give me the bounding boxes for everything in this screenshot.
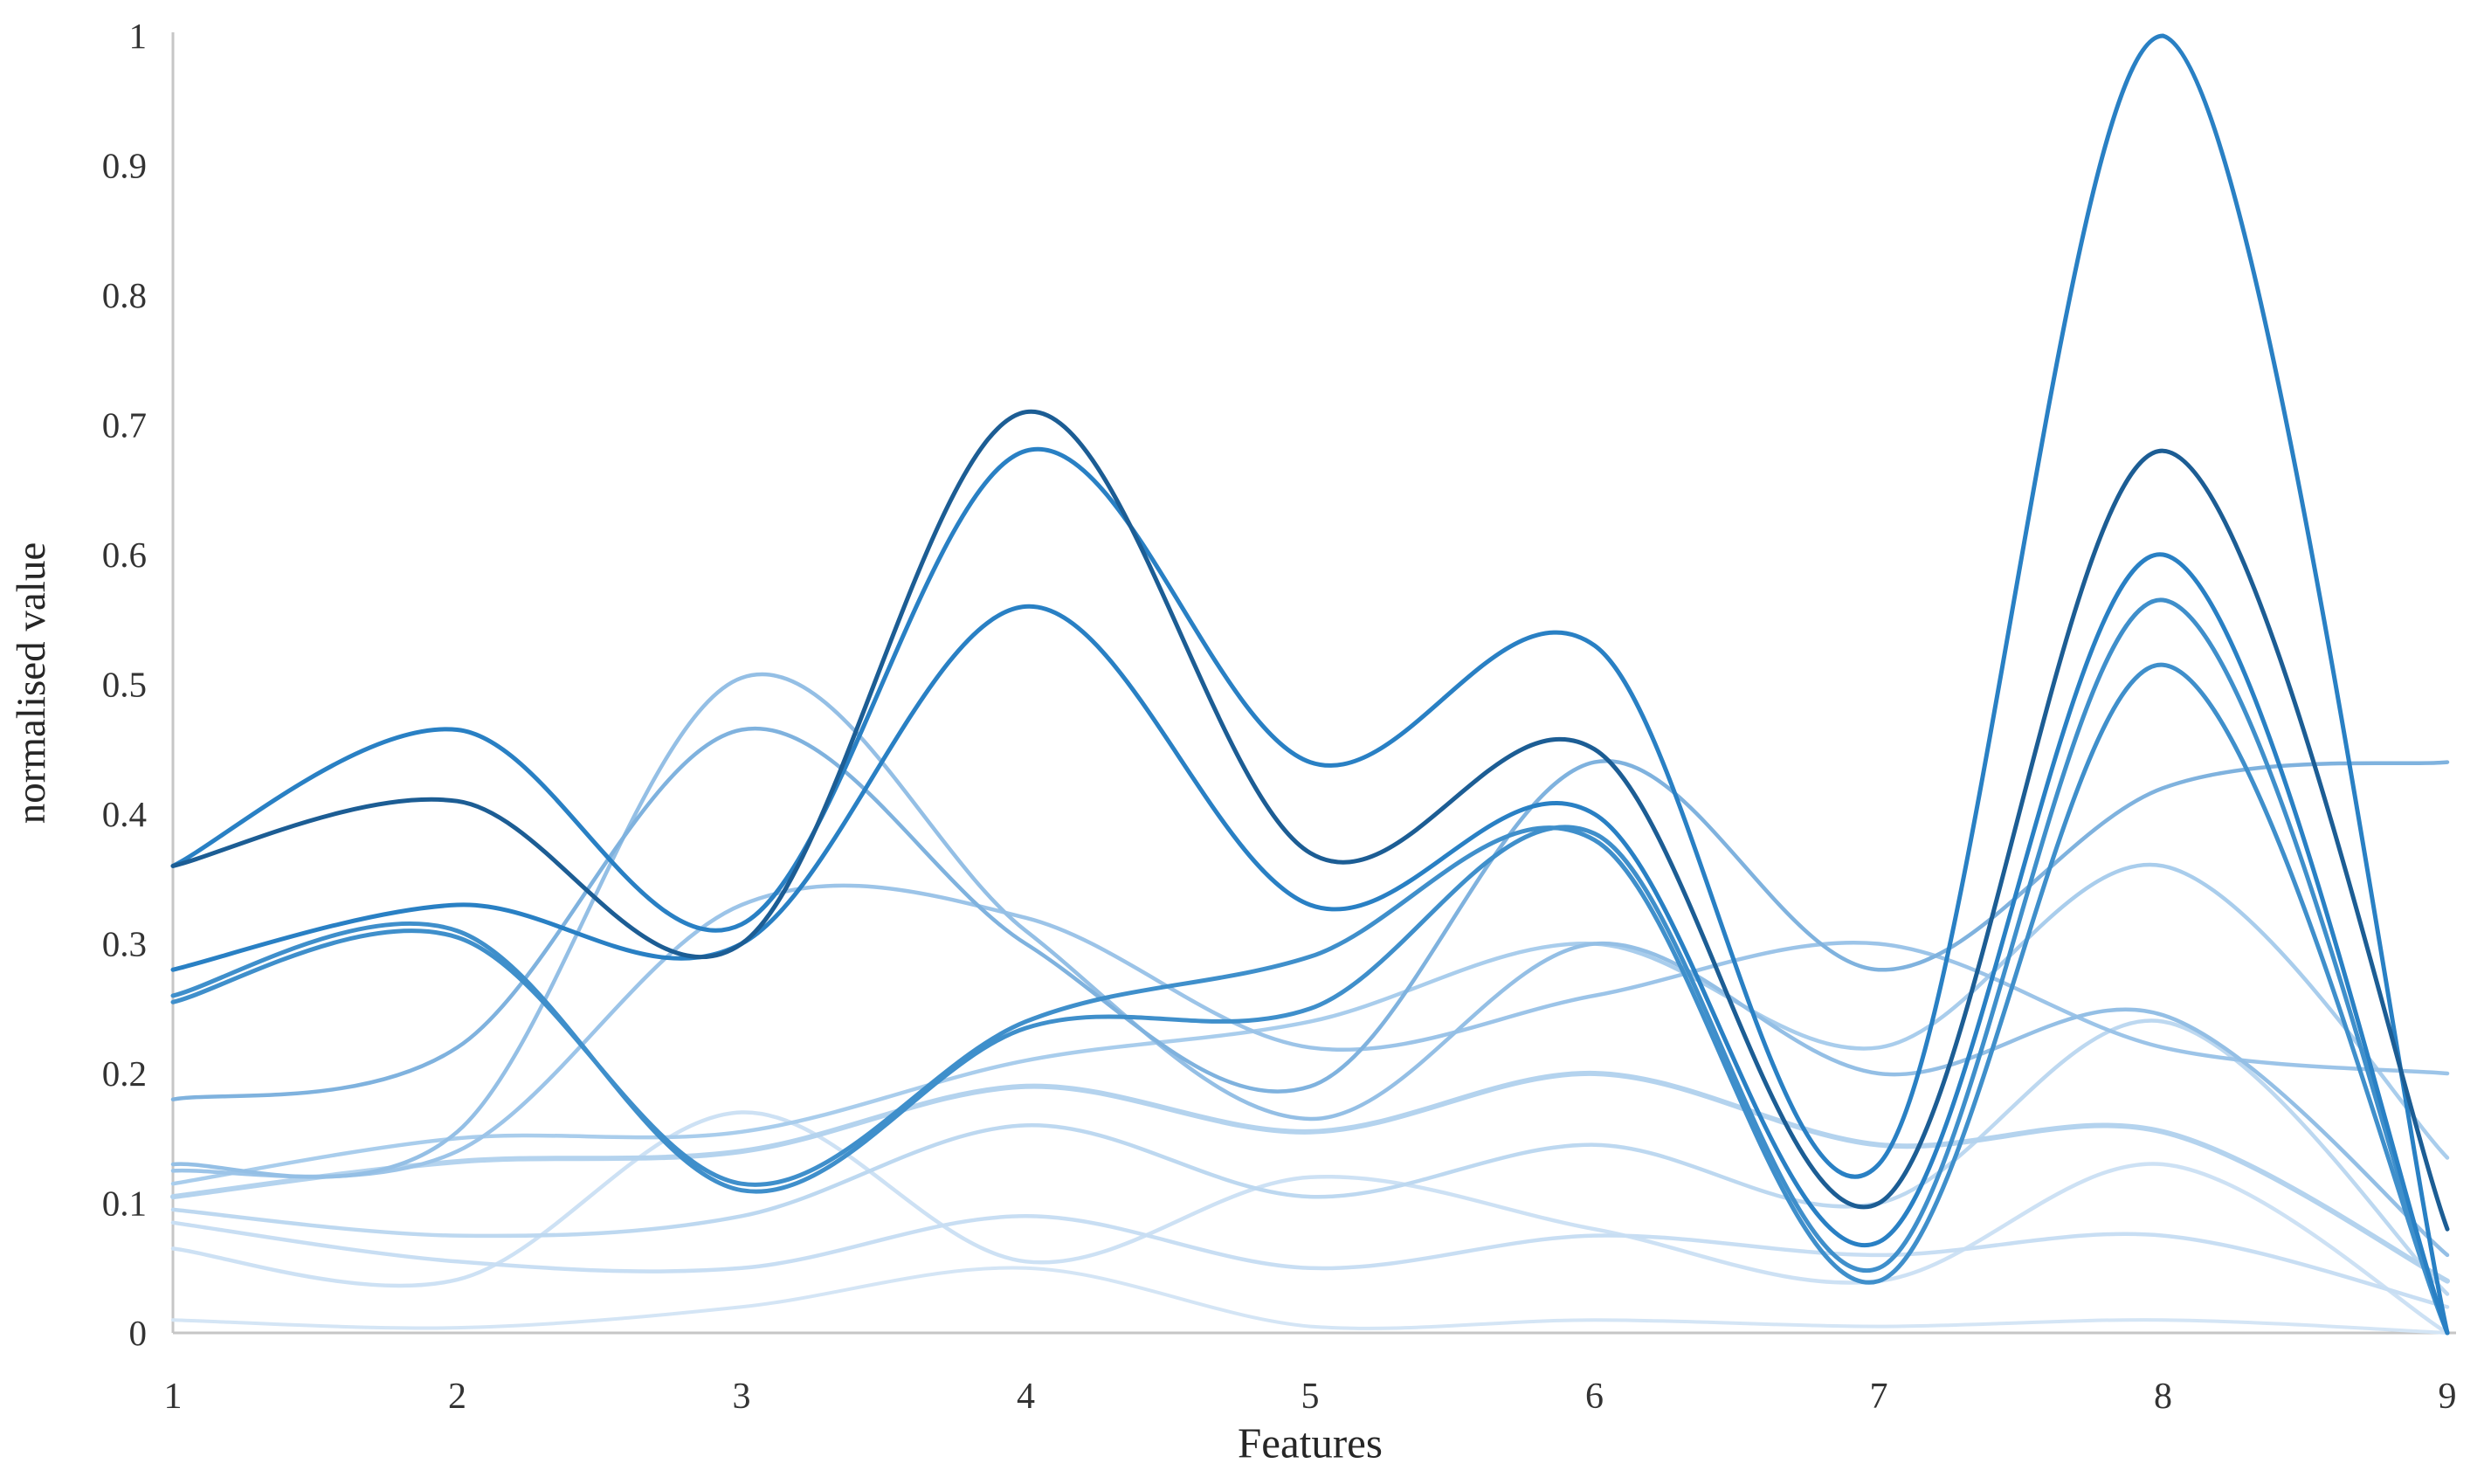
x-axis-title: Features bbox=[1238, 1418, 1383, 1467]
series-line bbox=[170, 726, 2450, 1101]
x-tick-label: 9 bbox=[2439, 1377, 2457, 1417]
x-tick-label: 7 bbox=[1870, 1377, 1888, 1417]
y-tick-label: 1 bbox=[129, 16, 148, 56]
y-axis-title: normalised value bbox=[9, 542, 54, 825]
series-line bbox=[170, 597, 2450, 1336]
x-tick-label: 2 bbox=[448, 1377, 466, 1417]
y-tick-label: 0.1 bbox=[102, 1184, 147, 1224]
series-line bbox=[171, 1266, 2449, 1335]
y-tick-label: 0 bbox=[129, 1313, 148, 1353]
series-line bbox=[170, 883, 2450, 1179]
series-line bbox=[170, 33, 2450, 1336]
y-tick-label: 0.5 bbox=[102, 665, 147, 705]
series-line bbox=[170, 1214, 2450, 1309]
y-tick-label: 0.4 bbox=[102, 794, 147, 834]
x-tick-label: 8 bbox=[2154, 1377, 2172, 1417]
x-tick-label: 1 bbox=[164, 1377, 183, 1417]
y-tick-label: 0.9 bbox=[102, 146, 147, 186]
x-tick-label: 4 bbox=[1017, 1377, 1035, 1417]
y-tick-label: 0.2 bbox=[102, 1053, 147, 1094]
series-line bbox=[170, 862, 2450, 1186]
series-line bbox=[170, 552, 2450, 1336]
x-tick-label: 3 bbox=[733, 1377, 751, 1417]
series-line bbox=[170, 672, 2450, 1258]
x-tick-label: 6 bbox=[1585, 1377, 1604, 1417]
series-line bbox=[170, 410, 2450, 1232]
series-line bbox=[170, 1070, 2450, 1284]
y-tick-label: 0.7 bbox=[102, 405, 147, 445]
y-tick-label: 0.6 bbox=[102, 535, 147, 575]
y-tick-label: 0.8 bbox=[102, 275, 147, 315]
series-line bbox=[170, 1110, 2450, 1336]
y-tick-label: 0.3 bbox=[102, 924, 147, 964]
x-tick-label: 5 bbox=[1301, 1377, 1320, 1417]
